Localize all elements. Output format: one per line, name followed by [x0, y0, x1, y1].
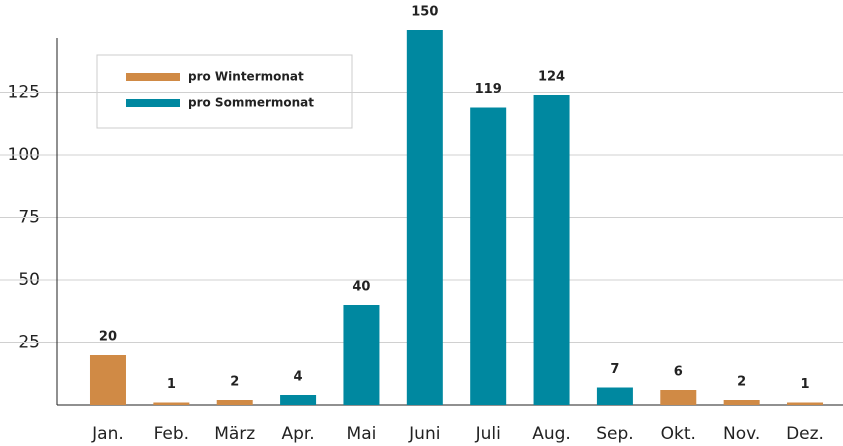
x-tick-label: Apr.	[281, 424, 314, 444]
legend-label: pro Wintermonat	[188, 70, 304, 84]
value-label: 124	[538, 70, 565, 85]
value-label: 2	[737, 375, 746, 390]
x-tick-label: Sep.	[596, 424, 633, 444]
bar	[280, 395, 317, 405]
bar	[787, 402, 824, 405]
x-tick-label: Dez.	[786, 424, 824, 444]
legend-swatch	[126, 73, 180, 81]
bar	[660, 390, 697, 405]
bar	[89, 355, 126, 405]
value-label: 40	[352, 280, 370, 295]
legend-swatch	[126, 99, 180, 107]
bar	[596, 387, 633, 405]
value-label: 4	[294, 370, 303, 385]
x-tick-label: Mai	[347, 424, 377, 444]
value-label: 2	[230, 375, 239, 390]
bar	[343, 305, 380, 405]
x-tick-label: Okt.	[661, 424, 696, 444]
legend-box	[96, 54, 353, 129]
x-tick-label: März	[214, 424, 255, 444]
bar	[470, 107, 507, 405]
x-tick-label: Juli	[475, 424, 501, 444]
value-label: 1	[800, 377, 809, 392]
x-tick-label: Nov.	[723, 424, 760, 444]
bar	[153, 402, 190, 405]
value-label: 20	[99, 330, 117, 345]
x-tick-label: Feb.	[154, 424, 190, 444]
legend-label: pro Sommermonat	[188, 96, 314, 110]
x-tick-label: Jan.	[91, 424, 124, 444]
bar	[406, 30, 443, 405]
bar	[216, 400, 253, 405]
value-label: 1	[167, 377, 176, 392]
bar	[533, 95, 570, 405]
value-label: 6	[674, 365, 683, 380]
bar	[723, 400, 760, 405]
value-label: 7	[610, 362, 619, 377]
x-tick-label: Aug.	[532, 424, 571, 444]
value-label: 119	[475, 82, 502, 97]
value-label: 150	[411, 5, 438, 20]
x-tick-label: Juni	[408, 424, 440, 444]
